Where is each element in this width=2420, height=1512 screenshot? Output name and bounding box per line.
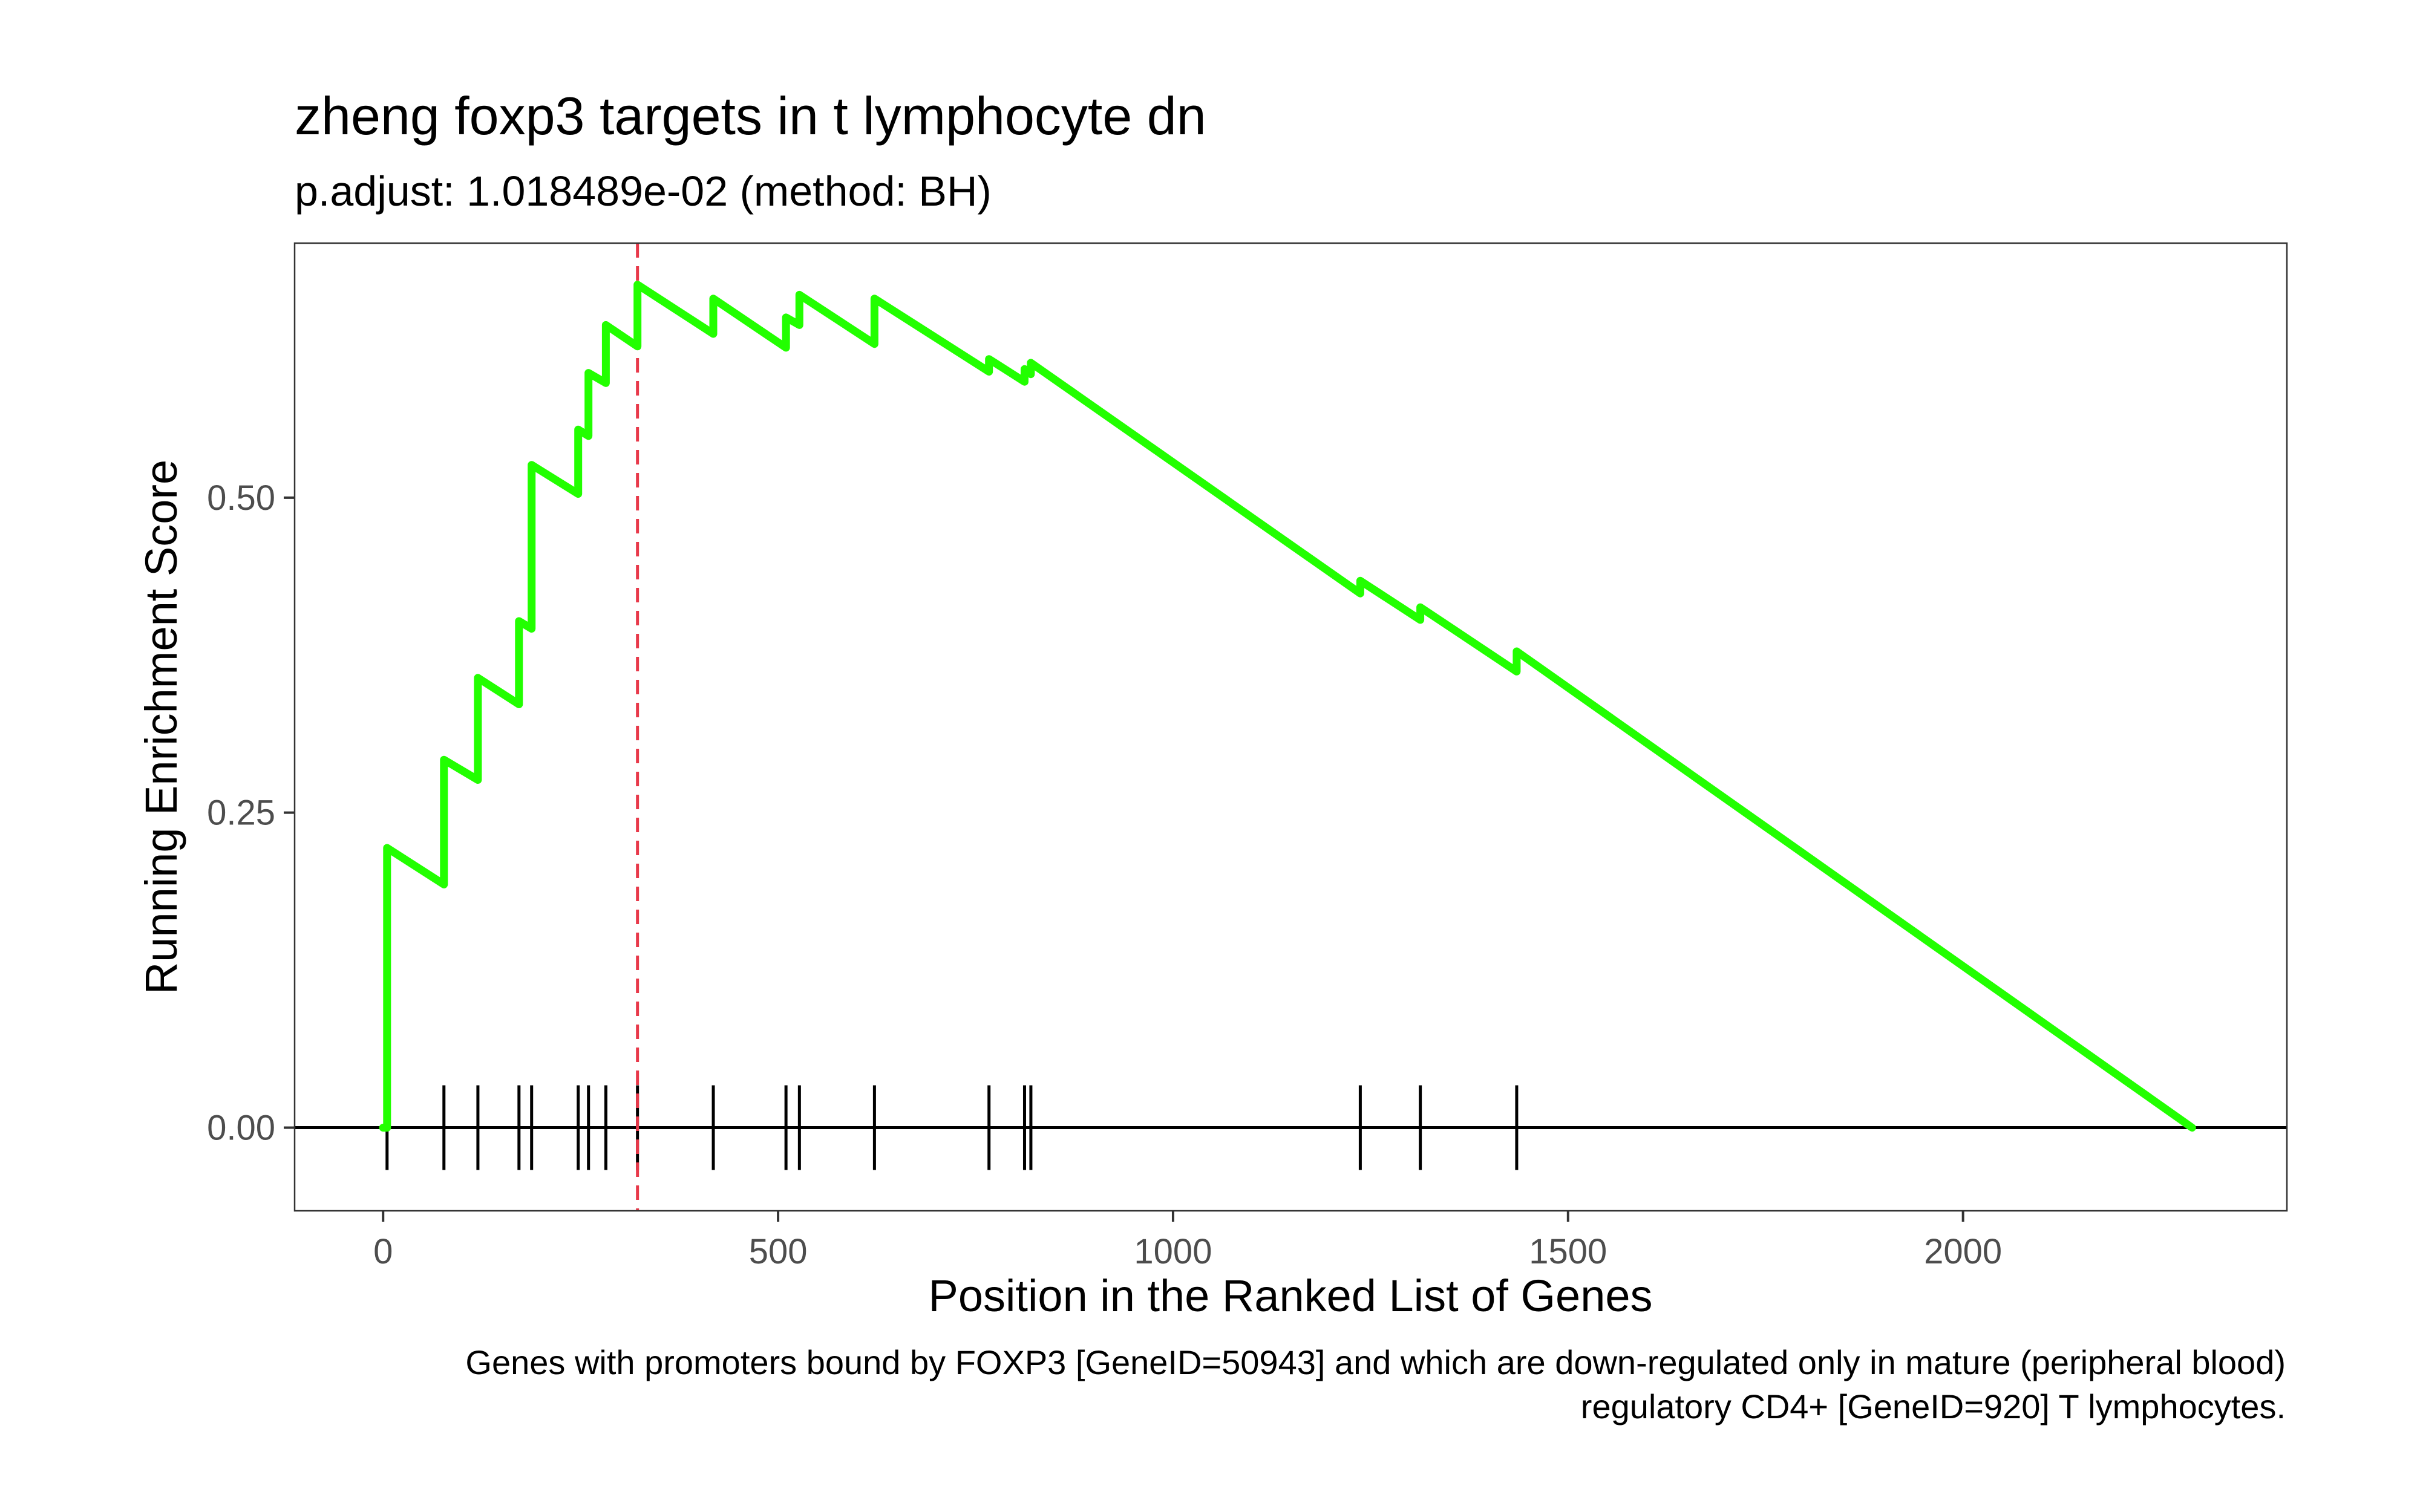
caption-line-1: Genes with promoters bound by FOXP3 [Gen…	[465, 1343, 2286, 1381]
axes: 0 500 1000 1500 2000 0.00 0.25 0.50	[207, 478, 2002, 1271]
x-axis-label: Position in the Ranked List of Genes	[928, 1271, 1652, 1321]
x-tick-label-0: 0	[373, 1232, 393, 1271]
y-tick-label-1: 0.25	[207, 793, 275, 833]
plot-panel-border	[293, 242, 2288, 1212]
x-tick-label-2: 1000	[1134, 1232, 1212, 1271]
running-score-line	[379, 281, 2196, 1132]
x-tick-label-4: 2000	[1924, 1232, 2002, 1271]
caption-line-2: regulatory CD4+ [GeneID=920] T lymphocyt…	[1581, 1387, 2286, 1426]
chart-subtitle: p.adjust: 1.018489e-02 (method: BH)	[295, 168, 992, 215]
y-tick-label-2: 0.50	[207, 478, 275, 518]
x-tick-label-1: 500	[749, 1232, 808, 1271]
x-tick-label-3: 1500	[1529, 1232, 1607, 1271]
chart-title: zheng foxp3 targets in t lymphocyte dn	[295, 86, 1206, 146]
y-tick-label-0: 0.00	[207, 1109, 275, 1148]
running-score-layer	[379, 243, 2196, 1211]
y-axis-label: Running Enrichment Score	[136, 460, 186, 994]
